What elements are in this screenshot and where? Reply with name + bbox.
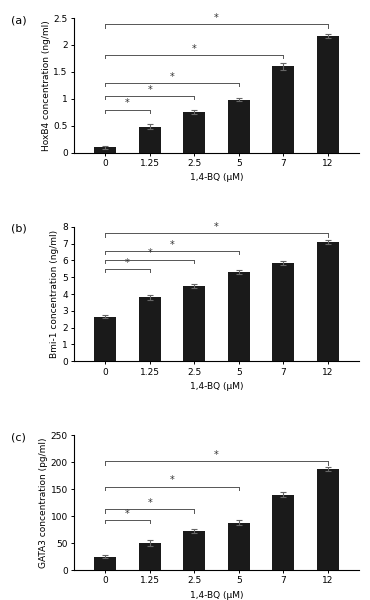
Text: (c): (c) xyxy=(11,433,26,443)
Y-axis label: HoxB4 concentration (ng/ml): HoxB4 concentration (ng/ml) xyxy=(41,20,51,151)
Text: *: * xyxy=(214,223,219,232)
Text: (b): (b) xyxy=(11,224,27,234)
Bar xyxy=(317,242,339,361)
Text: *: * xyxy=(147,85,152,95)
Text: *: * xyxy=(147,498,152,508)
Bar xyxy=(228,523,250,570)
Bar xyxy=(272,494,295,570)
Bar xyxy=(228,272,250,361)
Text: *: * xyxy=(125,509,130,519)
Bar xyxy=(94,317,116,361)
Bar xyxy=(228,100,250,152)
Bar xyxy=(138,543,161,570)
Text: *: * xyxy=(125,257,130,268)
Bar xyxy=(138,298,161,361)
Bar xyxy=(94,557,116,570)
Text: *: * xyxy=(169,475,174,485)
Bar xyxy=(272,263,295,361)
Bar xyxy=(183,286,205,361)
Bar xyxy=(183,530,205,570)
Text: *: * xyxy=(169,240,174,250)
Bar xyxy=(183,112,205,152)
Text: *: * xyxy=(147,248,152,259)
Text: *: * xyxy=(214,450,219,460)
Text: *: * xyxy=(125,98,130,109)
X-axis label: 1,4-BQ (μM): 1,4-BQ (μM) xyxy=(190,382,243,391)
Bar xyxy=(94,147,116,152)
Bar xyxy=(272,67,295,152)
Y-axis label: GATA3 concentration (pg/ml): GATA3 concentration (pg/ml) xyxy=(39,437,48,568)
Text: *: * xyxy=(214,13,219,23)
X-axis label: 1,4-BQ (μM): 1,4-BQ (μM) xyxy=(190,173,243,182)
X-axis label: 1,4-BQ (μM): 1,4-BQ (μM) xyxy=(190,591,243,600)
Y-axis label: Bmi-1 concentration (ng/ml): Bmi-1 concentration (ng/ml) xyxy=(50,230,59,358)
Bar xyxy=(317,469,339,570)
Bar xyxy=(138,127,161,152)
Text: (a): (a) xyxy=(11,16,27,25)
Text: *: * xyxy=(169,71,174,82)
Bar xyxy=(317,36,339,152)
Text: *: * xyxy=(192,44,196,53)
